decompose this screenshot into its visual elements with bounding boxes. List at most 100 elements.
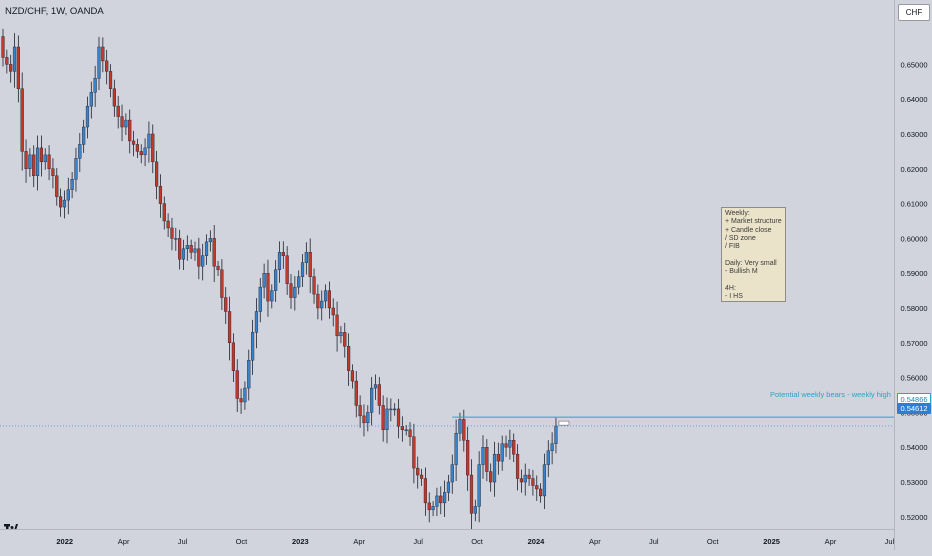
candle [208, 230, 212, 252]
price-tick-label: 0.62000 [900, 165, 927, 174]
candle [59, 188, 63, 217]
price-axis[interactable]: 0.520000.530000.540000.550000.560000.570… [894, 0, 932, 550]
candle-body [419, 474, 424, 479]
candle-body [281, 252, 285, 256]
candle [419, 468, 424, 486]
candle [366, 405, 370, 432]
price-tick-label: 0.59000 [900, 269, 927, 278]
chart-area[interactable]: NZD/CHF, 1W, OANDA Potential weekly bear… [0, 0, 894, 533]
candle-body [24, 151, 28, 169]
candle [43, 148, 47, 170]
candle-body [216, 266, 220, 270]
candle [370, 377, 374, 426]
candle-body [416, 467, 420, 476]
candle [1, 28, 5, 67]
candle [527, 468, 531, 486]
candle-body [181, 248, 186, 260]
candle-body [373, 384, 378, 389]
candle [239, 388, 243, 414]
candle [554, 417, 558, 454]
candle-body [124, 119, 128, 128]
candle [385, 397, 389, 444]
candle [178, 229, 182, 270]
candle [143, 138, 147, 167]
candle [262, 263, 266, 299]
candle [427, 492, 431, 523]
candle [339, 326, 343, 344]
candle [181, 239, 186, 271]
candle-body [178, 238, 182, 260]
candle [343, 322, 347, 358]
candle [189, 239, 193, 260]
candle-body [366, 412, 370, 424]
candle-body [70, 179, 74, 190]
note-annotation[interactable]: Weekly: + Market structure + Candle close /… [721, 207, 786, 302]
currency-button[interactable]: CHF [898, 4, 930, 21]
candle-body [393, 408, 397, 411]
candle [147, 121, 151, 163]
candle [201, 243, 205, 281]
candle [62, 190, 67, 219]
candle-body [105, 60, 109, 72]
candle [293, 276, 297, 311]
price-tick-label: 0.57000 [900, 339, 927, 348]
candle [347, 333, 351, 386]
candle [105, 49, 109, 85]
candle [327, 281, 331, 319]
candle-body [189, 245, 193, 253]
candle-body [504, 443, 508, 448]
candle-body [527, 474, 531, 479]
candle [550, 432, 554, 465]
candle-body [469, 474, 474, 514]
candle-body [343, 332, 347, 347]
candle-body [62, 199, 67, 208]
candle [55, 168, 59, 206]
candle-body [535, 485, 539, 490]
candle-body [193, 248, 197, 253]
candle-body [485, 447, 489, 472]
time-axis[interactable]: 2022 Apr Jul Oct 2023 Apr Jul Oct 2024 Apr Jul Oct 2… [0, 529, 895, 551]
price-tick-label: 0.63000 [900, 130, 927, 139]
candle-body [489, 471, 493, 483]
candle [320, 290, 324, 321]
candle [469, 459, 474, 533]
candle [508, 429, 512, 460]
candle-body [154, 161, 159, 187]
price-axis-labels: 0.520000.530000.540000.550000.560000.570… [900, 60, 927, 522]
candle [504, 435, 508, 457]
candle-body [431, 506, 435, 511]
candle [492, 441, 497, 497]
candle [89, 81, 93, 119]
candle [220, 259, 224, 311]
candle [423, 467, 427, 516]
candle [101, 37, 105, 73]
candle [412, 423, 416, 484]
candle [74, 147, 78, 192]
time-tick-label: Jul [649, 537, 659, 546]
candle [404, 425, 408, 436]
candle-body [496, 453, 500, 462]
candle [358, 395, 362, 428]
candle [185, 235, 189, 261]
candle [389, 398, 393, 422]
candle-body [466, 440, 470, 476]
candle-body [116, 105, 120, 117]
price-tick-label: 0.56000 [900, 374, 927, 383]
candle-body [47, 154, 51, 169]
candle-body [347, 346, 351, 371]
time-tick-label: 2022 [56, 537, 73, 546]
price-tick-label: 0.52000 [900, 513, 927, 522]
candle-body [270, 290, 274, 302]
note-line: - I HS [725, 292, 743, 300]
candle-body [277, 252, 282, 270]
candle-body [108, 71, 113, 89]
candle [9, 54, 13, 83]
candle-body [143, 147, 147, 156]
candle-body [250, 332, 255, 361]
candle [481, 435, 485, 479]
candle-body [358, 405, 362, 417]
price-tick-label: 0.53000 [900, 478, 927, 487]
candle-body [331, 307, 335, 316]
candle [16, 35, 20, 103]
candle-body [131, 140, 136, 145]
